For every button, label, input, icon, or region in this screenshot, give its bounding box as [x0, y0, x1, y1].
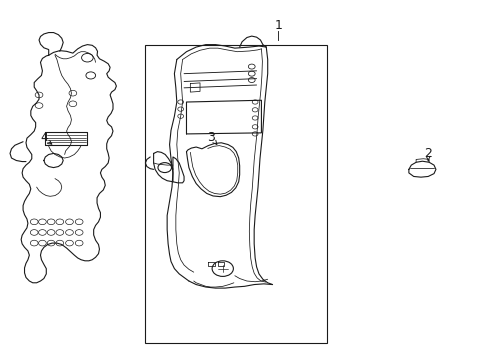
- Text: 2: 2: [424, 147, 431, 160]
- Bar: [145, 45, 326, 343]
- Text: 4: 4: [40, 131, 48, 144]
- Text: 1: 1: [274, 19, 282, 32]
- Text: 3: 3: [206, 131, 214, 144]
